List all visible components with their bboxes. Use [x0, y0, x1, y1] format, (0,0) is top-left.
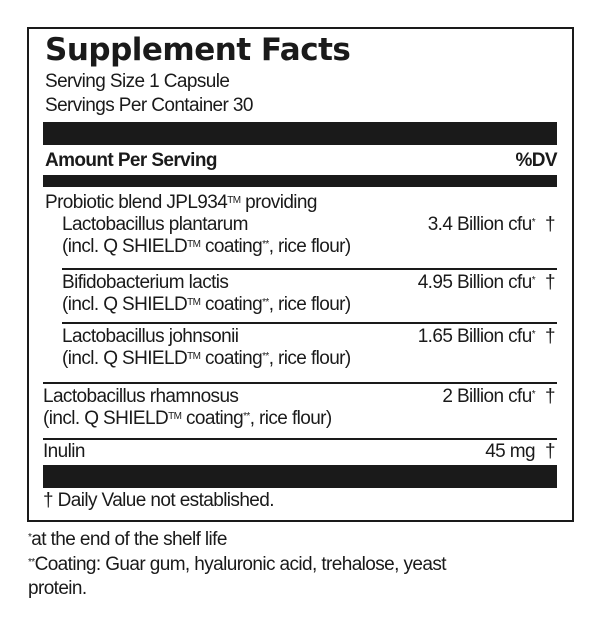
ingredient-detail: (incl. Q SHIELDTM coating**, rice flour) — [62, 236, 351, 257]
ingredient-detail: (incl. Q SHIELDTM coating**, rice flour) — [62, 348, 351, 369]
row-divider — [43, 438, 557, 440]
footnote-coating-cont: protein. — [28, 578, 87, 599]
thick-divider — [43, 122, 557, 145]
footnote-coating: **Coating: Guar gum, hyaluronic acid, tr… — [28, 554, 447, 575]
ingredient-dv: † — [545, 214, 556, 235]
ingredient-name: Lactobacillus johnsonii — [62, 326, 239, 347]
footnote-shelf-life: *at the end of the shelf life — [28, 529, 227, 550]
row-divider — [62, 268, 557, 270]
dv-header: %DV — [515, 150, 558, 171]
ingredient-detail: (incl. Q SHIELDTM coating**, rice flour) — [43, 408, 332, 429]
ingredient-name: Lactobacillus plantarum — [62, 214, 248, 235]
ingredient-dv: † — [545, 441, 556, 462]
daily-value-note: † Daily Value not established. — [43, 490, 275, 511]
probiotic-blend-label: Probiotic blend JPL934TM providing — [45, 192, 317, 213]
servings-per-container: Servings Per Container 30 — [45, 95, 253, 116]
ingredient-name: Lactobacillus rhamnosus — [43, 386, 239, 407]
ingredient-dv: † — [545, 272, 556, 293]
row-divider — [62, 322, 557, 324]
ingredient-amount: 45 mg — [485, 441, 535, 462]
ingredient-name: Inulin — [43, 441, 85, 462]
ingredient-detail: (incl. Q SHIELDTM coating**, rice flour) — [62, 294, 351, 315]
ingredient-amount: 3.4 Billion cfu* — [427, 214, 536, 235]
panel-title: Supplement Facts — [45, 32, 351, 68]
ingredient-dv: † — [545, 326, 556, 347]
amount-per-serving-header: Amount Per Serving — [45, 150, 217, 171]
ingredient-name: Bifidobacterium lactis — [62, 272, 229, 293]
medium-divider — [43, 175, 557, 187]
ingredient-amount: 2 Billion cfu* — [442, 386, 535, 407]
ingredient-amount: 1.65 Billion cfu* — [417, 326, 536, 347]
supplement-facts-panel — [27, 27, 574, 522]
serving-size: Serving Size 1 Capsule — [45, 71, 230, 92]
bottom-thick-divider — [43, 465, 557, 488]
ingredient-amount: 4.95 Billion cfu* — [417, 272, 536, 293]
ingredient-dv: † — [545, 386, 556, 407]
row-divider — [43, 382, 557, 384]
